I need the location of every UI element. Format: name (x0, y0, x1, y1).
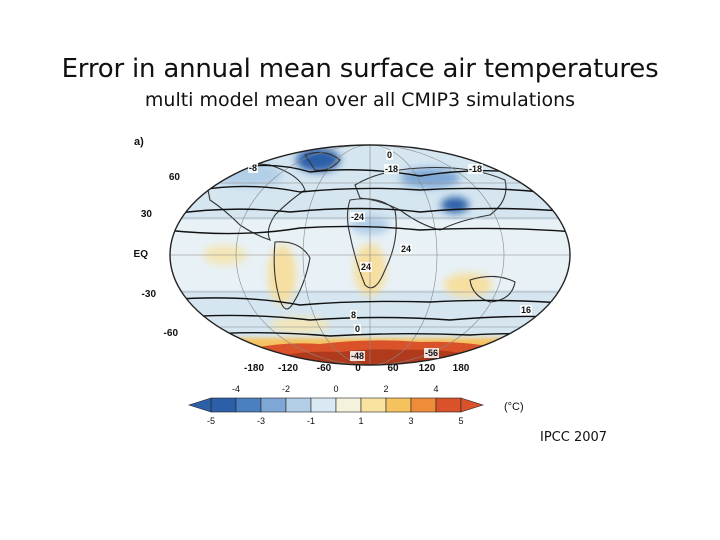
slide-title: Error in annual mean surface air tempera… (61, 54, 659, 84)
colorbar-tick-bottom: -1 (306, 416, 315, 426)
contour-label: 24 (400, 244, 413, 254)
colorbar-tick-top: -2 (281, 384, 290, 394)
contour-label: 0 (386, 150, 394, 160)
contour-label: -48 (350, 351, 366, 361)
lat-label-minus30: -30 (141, 289, 156, 300)
contour-label: 16 (520, 305, 533, 315)
colorbar-tick-bottom: -3 (256, 416, 265, 426)
colorbar-arrow-right (460, 397, 484, 413)
lat-label-30: 30 (140, 209, 152, 220)
contour-label: -8 (248, 163, 259, 173)
map-area (170, 145, 570, 365)
colorbar-tick-bottom: 1 (358, 416, 364, 426)
contour-label: 8 (350, 310, 358, 320)
colorbar-tick-bottom: 3 (408, 416, 414, 426)
coast-greenland (304, 151, 341, 171)
lon-label-minus120: -120 (277, 363, 298, 374)
colorbar-segment (210, 397, 237, 413)
colorbar-segment (335, 397, 362, 413)
contour-label: -24 (350, 212, 366, 222)
contour-label: -56 (424, 348, 440, 358)
graticule (170, 145, 570, 365)
coast-australia (469, 275, 516, 303)
lat-label-minus60: -60 (163, 328, 178, 339)
warm-patch-south-atlantic (270, 317, 330, 333)
colorbar-tick-top: -4 (231, 384, 240, 394)
lon-label-180: 180 (452, 363, 470, 374)
colorbar (188, 397, 484, 413)
panel-label: a) (134, 136, 144, 148)
colorbar-segment (410, 397, 437, 413)
colorbar-segment (385, 397, 412, 413)
warm-patch-south-america (268, 245, 296, 305)
lat-label-eq: EQ (133, 249, 148, 260)
globe-outline (169, 144, 571, 366)
coast-africa (346, 198, 397, 289)
contour-label: -18 (384, 164, 400, 174)
lon-label-60: 60 (387, 363, 399, 374)
cold-patch-siberia (400, 168, 460, 188)
colorbar-tick-bottom: -5 (206, 416, 215, 426)
credit-text: IPCC 2007 (540, 430, 608, 445)
colorbar-arrow-left (188, 397, 212, 413)
colorbar-segment (235, 397, 262, 413)
colorbar-tick-top: 0 (333, 384, 339, 394)
contour-label: 24 (360, 262, 373, 272)
colorbar-segment (360, 397, 387, 413)
colorbar-segment (435, 397, 462, 413)
slide-subtitle: multi model mean over all CMIP3 simulati… (144, 89, 576, 111)
colorbar-segment (260, 397, 287, 413)
colorbar-segment (285, 397, 312, 413)
lon-label-0: 0 (355, 363, 361, 374)
lon-label-120: 120 (418, 363, 436, 374)
lon-label-minus60: -60 (316, 363, 332, 374)
colorbar-tick-bottom: 5 (458, 416, 464, 426)
contour-label: 0 (354, 324, 362, 334)
colorbar-tick-top: 2 (383, 384, 389, 394)
colorbar-tick-top: 4 (433, 384, 439, 394)
lon-label-minus180: -180 (243, 363, 264, 374)
lat-label-60: 60 (168, 172, 180, 183)
colorbar-unit: (°C) (504, 401, 524, 413)
warm-patch-indian-ocean (444, 273, 492, 297)
contour-label: -18 (468, 164, 484, 174)
colorbar-segment (310, 397, 337, 413)
